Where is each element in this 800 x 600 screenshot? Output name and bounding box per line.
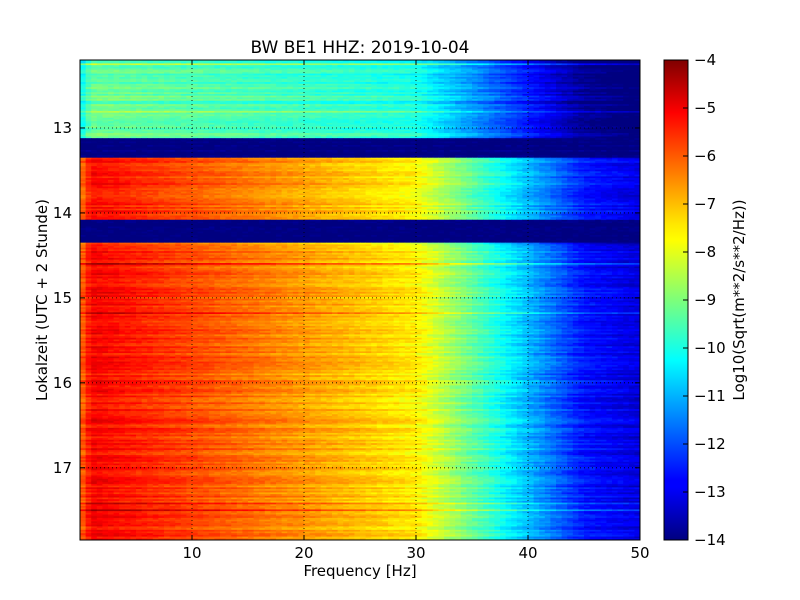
- spectrogram-heatmap: [80, 60, 640, 540]
- chart-title: BW BE1 HHZ: 2019-10-04: [250, 38, 469, 58]
